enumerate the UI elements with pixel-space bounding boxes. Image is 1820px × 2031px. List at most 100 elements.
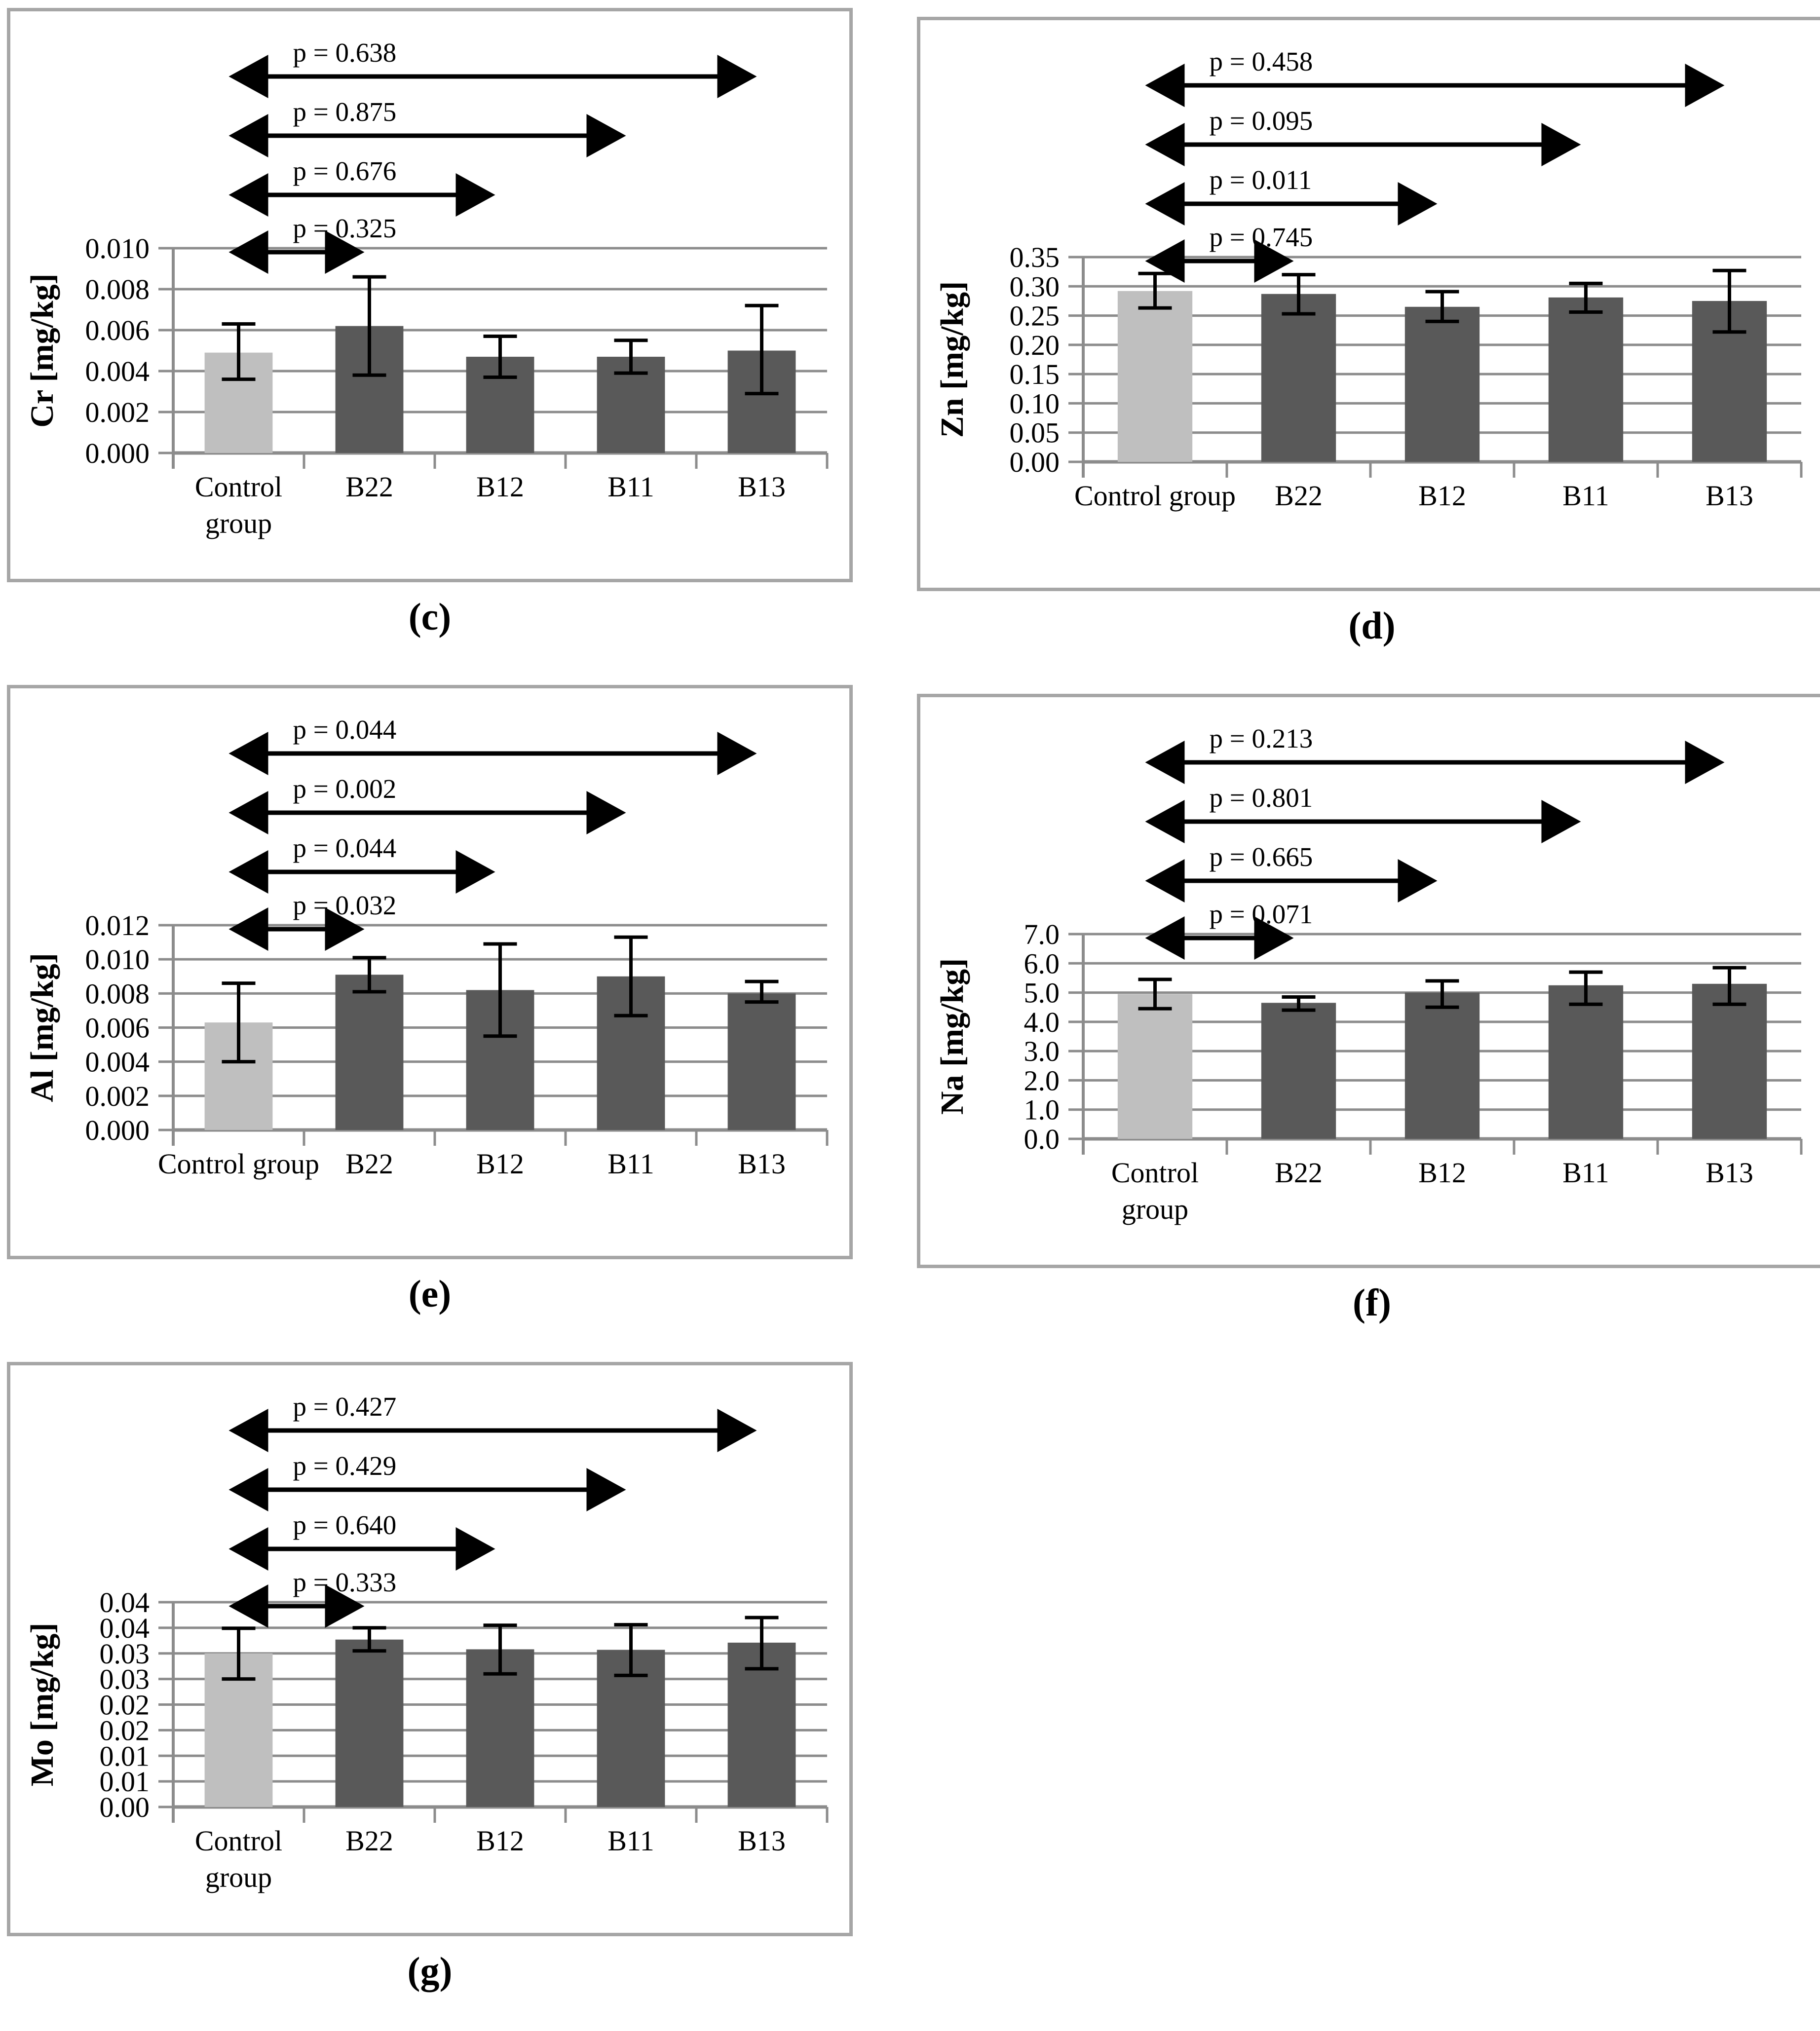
- chart-c: 0.000 0.002 0.004 0.006 0.008 0.010 Control gro…: [10, 11, 849, 579]
- panelwrap-e: 0.000 0.002 0.004 0.006 0.008 0.010 0.012 Contr…: [7, 685, 853, 1313]
- svg-text:group: group: [205, 1861, 272, 1893]
- svg-text:Control group: Control group: [158, 1148, 319, 1180]
- svg-text:5.0: 5.0: [1024, 977, 1060, 1009]
- svg-text:p = 0.044: p = 0.044: [293, 715, 397, 745]
- svg-text:0.10: 0.10: [1010, 387, 1060, 419]
- svg-text:p = 0.071: p = 0.071: [1210, 899, 1313, 929]
- panelwrap-g: 0.00 0.01 0.01 0.02 0.02 0.03 0.03 0.04 0.04 Cont…: [7, 1362, 853, 1990]
- svg-text:group: group: [205, 507, 272, 539]
- svg-text:B22: B22: [1275, 1157, 1323, 1189]
- svg-text:B11: B11: [607, 471, 654, 503]
- svg-text:p = 0.333: p = 0.333: [293, 1567, 397, 1597]
- svg-text:B11: B11: [607, 1148, 654, 1180]
- svg-text:Zn [mg/kg]: Zn [mg/kg]: [934, 281, 970, 438]
- svg-text:0.006: 0.006: [85, 1012, 150, 1044]
- svg-text:B11: B11: [1562, 1157, 1609, 1189]
- svg-text:0.004: 0.004: [85, 1046, 150, 1078]
- svg-text:p = 0.213: p = 0.213: [1210, 723, 1313, 753]
- svg-text:B22: B22: [345, 471, 393, 503]
- svg-text:B22: B22: [345, 1148, 393, 1180]
- svg-text:0.000: 0.000: [85, 437, 150, 469]
- panel-e: 0.000 0.002 0.004 0.006 0.008 0.010 0.012 Contr…: [7, 685, 853, 1259]
- svg-text:0.008: 0.008: [85, 978, 150, 1010]
- svg-text:Cr [mg/kg]: Cr [mg/kg]: [24, 273, 60, 427]
- svg-text:p = 0.458: p = 0.458: [1210, 46, 1313, 76]
- caption-c: (c): [408, 595, 452, 638]
- svg-text:B11: B11: [607, 1825, 654, 1857]
- svg-text:0.02: 0.02: [100, 1714, 150, 1746]
- cell-c: 0.000 0.002 0.004 0.006 0.008 0.010 Control gro…: [0, 0, 910, 677]
- svg-text:0.25: 0.25: [1010, 300, 1060, 332]
- panelwrap-f: 0.0 1.0 2.0 3.0 4.0 5.0 6.0 7.0 Control group B22 B…: [917, 694, 1820, 1322]
- svg-text:group: group: [1122, 1193, 1188, 1225]
- cell-empty: [910, 1354, 1820, 2031]
- svg-text:0.008: 0.008: [85, 273, 150, 305]
- svg-text:0.010: 0.010: [85, 943, 150, 976]
- svg-text:p = 0.745: p = 0.745: [1210, 222, 1313, 252]
- svg-text:0.006: 0.006: [85, 314, 150, 346]
- svg-text:0.01: 0.01: [100, 1766, 150, 1798]
- svg-text:p = 0.801: p = 0.801: [1210, 783, 1313, 813]
- svg-text:0.35: 0.35: [1010, 241, 1060, 273]
- svg-text:0.30: 0.30: [1010, 270, 1060, 302]
- svg-text:0.05: 0.05: [1010, 417, 1060, 449]
- svg-text:B13: B13: [738, 1148, 786, 1180]
- cell-f: 0.0 1.0 2.0 3.0 4.0 5.0 6.0 7.0 Control group B22 B…: [910, 677, 1820, 1354]
- svg-text:p = 0.676: p = 0.676: [293, 156, 397, 186]
- svg-text:B13: B13: [1706, 1157, 1753, 1189]
- cell-g: 0.00 0.01 0.01 0.02 0.02 0.03 0.03 0.04 0.04 Cont…: [0, 1354, 910, 2031]
- svg-text:0.000: 0.000: [85, 1114, 150, 1146]
- svg-text:B11: B11: [1562, 480, 1609, 512]
- panel-c: 0.000 0.002 0.004 0.006 0.008 0.010 Control gro…: [7, 8, 853, 582]
- svg-text:p = 0.875: p = 0.875: [293, 97, 397, 127]
- svg-text:0.20: 0.20: [1010, 329, 1060, 361]
- svg-text:0.00: 0.00: [100, 1791, 150, 1823]
- svg-text:p = 0.638: p = 0.638: [293, 38, 397, 68]
- svg-text:0.012: 0.012: [85, 909, 150, 941]
- svg-text:B12: B12: [1418, 1157, 1466, 1189]
- svg-text:p = 0.427: p = 0.427: [293, 1392, 397, 1422]
- panelwrap-d: 0.00 0.05 0.10 0.15 0.20 0.25 0.30 0.35 Control …: [917, 17, 1820, 645]
- panel-d: 0.00 0.05 0.10 0.15 0.20 0.25 0.30 0.35 Control …: [917, 17, 1820, 591]
- svg-text:4.0: 4.0: [1024, 1006, 1060, 1038]
- cell-e: 0.000 0.002 0.004 0.006 0.008 0.010 0.012 Contr…: [0, 677, 910, 1354]
- svg-text:p = 0.640: p = 0.640: [293, 1510, 397, 1540]
- chart-f: 0.01.02.03.04.05.06.07.0 Control group B22 B…: [920, 697, 1820, 1265]
- svg-text:0.0: 0.0: [1024, 1123, 1060, 1155]
- svg-text:0.04: 0.04: [100, 1612, 150, 1644]
- chart-d: 0.000.050.100.150.200.250.300.35 Control …: [920, 20, 1820, 588]
- svg-text:0.15: 0.15: [1010, 358, 1060, 390]
- svg-text:p = 0.095: p = 0.095: [1210, 106, 1313, 136]
- svg-text:p = 0.044: p = 0.044: [293, 833, 397, 863]
- svg-text:B12: B12: [476, 1148, 524, 1180]
- svg-text:0.03: 0.03: [100, 1638, 150, 1670]
- svg-text:p = 0.429: p = 0.429: [293, 1451, 397, 1481]
- svg-text:Control: Control: [195, 471, 282, 503]
- svg-text:B12: B12: [476, 471, 524, 503]
- svg-text:Na [mg/kg]: Na [mg/kg]: [934, 958, 970, 1115]
- svg-text:2.0: 2.0: [1024, 1064, 1060, 1096]
- svg-text:B12: B12: [1418, 480, 1466, 512]
- svg-text:B12: B12: [476, 1825, 524, 1857]
- svg-text:0.004: 0.004: [85, 355, 150, 387]
- caption-e: (e): [408, 1272, 452, 1315]
- svg-text:B22: B22: [1275, 480, 1323, 512]
- svg-text:B13: B13: [738, 471, 786, 503]
- svg-text:7.0: 7.0: [1024, 918, 1060, 950]
- svg-text:p = 0.325: p = 0.325: [293, 213, 397, 243]
- svg-text:6.0: 6.0: [1024, 947, 1060, 979]
- svg-text:3.0: 3.0: [1024, 1035, 1060, 1067]
- svg-text:p = 0.665: p = 0.665: [1210, 842, 1313, 872]
- svg-text:Control group: Control group: [1074, 480, 1236, 512]
- svg-text:0.010: 0.010: [85, 232, 150, 264]
- svg-text:p = 0.032: p = 0.032: [293, 890, 397, 920]
- svg-text:0.03: 0.03: [100, 1663, 150, 1695]
- svg-text:B13: B13: [738, 1825, 786, 1857]
- caption-f: (f): [1353, 1281, 1391, 1324]
- svg-text:0.002: 0.002: [85, 1080, 150, 1112]
- panel-g: 0.00 0.01 0.01 0.02 0.02 0.03 0.03 0.04 0.04 Cont…: [7, 1362, 853, 1936]
- svg-text:0.002: 0.002: [85, 396, 150, 428]
- svg-text:p = 0.011: p = 0.011: [1210, 165, 1312, 195]
